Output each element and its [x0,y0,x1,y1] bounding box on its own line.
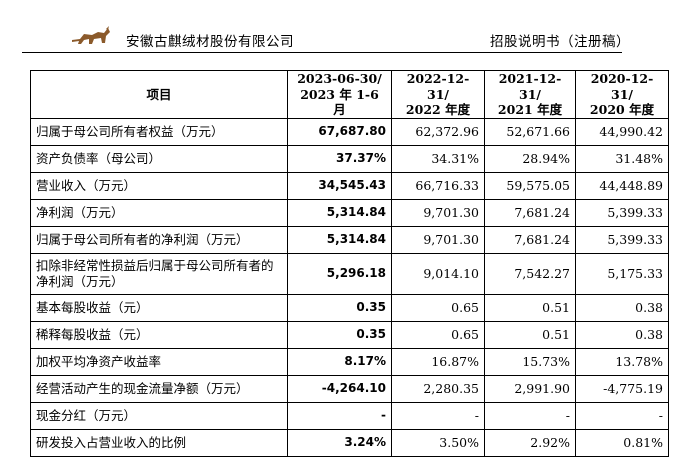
table-row: 经营活动产生的现金流量净额（万元） -4,264.10 2,280.35 2,991.… [30,374,669,403]
value-cell: 0.65 [391,293,485,322]
column-header-period: 2020-12-31/2020 年度 [575,70,669,119]
value-cell: 13.78% [575,347,669,376]
value-cell: 0.51 [484,293,576,322]
value-cell: 2.92% [484,428,576,457]
table-row: 净利润（万元） 5,314.84 9,701.30 7,681.24 5,399.33 [30,198,669,227]
value-cell: 9,701.30 [391,225,485,254]
value-cell: - [391,401,485,430]
table-row: 研发投入占营业收入的比例 3.24% 3.50% 2.92% 0.81% [30,428,669,457]
value-cell: 5,314.84 [287,225,392,254]
table-row: 扣除非经常性损益后归属于母公司所有者的净利润（万元） 5,296.18 9,014.… [30,252,669,295]
value-cell: 52,671.66 [484,117,576,146]
value-cell: 7,542.27 [484,252,576,295]
value-cell: - [287,401,392,430]
value-cell: 3.24% [287,428,392,457]
value-cell: - [484,401,576,430]
header-divider [22,52,622,53]
value-cell: 37.37% [287,144,392,173]
column-header-period: 2022-12-31/2022 年度 [391,70,485,119]
value-cell: 3.50% [391,428,485,457]
value-cell: 7,681.24 [484,198,576,227]
value-cell: 5,296.18 [287,252,392,295]
value-cell: 66,716.33 [391,171,485,200]
table-row: 资产负债率（母公司） 37.37% 34.31% 28.94% 31.48% [30,144,669,173]
row-label: 净利润（万元） [30,198,288,227]
row-label: 扣除非经常性损益后归属于母公司所有者的净利润（万元） [30,252,288,295]
row-label: 资产负债率（母公司） [30,144,288,173]
table-header-row: 项目 2023-06-30/2023 年 1-6 月 2022-12-31/20… [30,70,669,119]
table-row: 基本每股收益（元） 0.35 0.65 0.51 0.38 [30,293,669,322]
value-cell: 34.31% [391,144,485,173]
value-cell: 67,687.80 [287,117,392,146]
table-row: 营业收入（万元） 34,545.43 66,716.33 59,575.05 44,44… [30,171,669,200]
table-row: 稀释每股收益（元） 0.35 0.65 0.51 0.38 [30,320,669,349]
row-label: 归属于母公司所有者的净利润（万元） [30,225,288,254]
row-label: 经营活动产生的现金流量净额（万元） [30,374,288,403]
value-cell: 28.94% [484,144,576,173]
value-cell: 31.48% [575,144,669,173]
table-row: 现金分红（万元） - - - - [30,401,669,430]
value-cell: 5,399.33 [575,225,669,254]
value-cell: -4,775.19 [575,374,669,403]
table-row: 归属于母公司所有者权益（万元） 67,687.80 62,372.96 52,671.… [30,117,669,146]
row-label: 稀释每股收益（元） [30,320,288,349]
value-cell: 0.38 [575,320,669,349]
value-cell: 59,575.05 [484,171,576,200]
row-label: 归属于母公司所有者权益（万元） [30,117,288,146]
value-cell: 0.35 [287,320,392,349]
value-cell: 62,372.96 [391,117,485,146]
value-cell: 2,280.35 [391,374,485,403]
document-title: 招股说明书（注册稿） [490,34,630,50]
table-row: 加权平均净资产收益率 8.17% 16.87% 15.73% 13.78% [30,347,669,376]
row-label: 基本每股收益（元） [30,293,288,322]
value-cell: 0.65 [391,320,485,349]
column-header-item: 项目 [30,70,288,119]
value-cell: 15.73% [484,347,576,376]
financial-indicators-table: 项目 2023-06-30/2023 年 1-6 月 2022-12-31/20… [30,70,669,457]
value-cell: 8.17% [287,347,392,376]
page-header: 安徽古麒绒材股份有限公司 招股说明书（注册稿） [22,22,630,52]
value-cell: 0.81% [575,428,669,457]
value-cell: 0.35 [287,293,392,322]
value-cell: 0.51 [484,320,576,349]
table-row: 归属于母公司所有者的净利润（万元） 5,314.84 9,701.30 7,681.2… [30,225,669,254]
row-label: 加权平均净资产收益率 [30,347,288,376]
value-cell: - [575,401,669,430]
value-cell: 2,991.90 [484,374,576,403]
value-cell: 34,545.43 [287,171,392,200]
value-cell: 44,990.42 [575,117,669,146]
value-cell: 9,701.30 [391,198,485,227]
value-cell: 44,448.89 [575,171,669,200]
value-cell: 0.38 [575,293,669,322]
company-name: 安徽古麒绒材股份有限公司 [126,34,294,50]
value-cell: 16.87% [391,347,485,376]
company-logo-icon [72,26,110,44]
value-cell: 5,314.84 [287,198,392,227]
column-header-period: 2023-06-30/2023 年 1-6 月 [287,70,392,119]
value-cell: 7,681.24 [484,225,576,254]
column-header-period: 2021-12-31/2021 年度 [484,70,576,119]
value-cell: 5,399.33 [575,198,669,227]
row-label: 研发投入占营业收入的比例 [30,428,288,457]
row-label: 现金分红（万元） [30,401,288,430]
value-cell: -4,264.10 [287,374,392,403]
value-cell: 5,175.33 [575,252,669,295]
row-label: 营业收入（万元） [30,171,288,200]
value-cell: 9,014.10 [391,252,485,295]
